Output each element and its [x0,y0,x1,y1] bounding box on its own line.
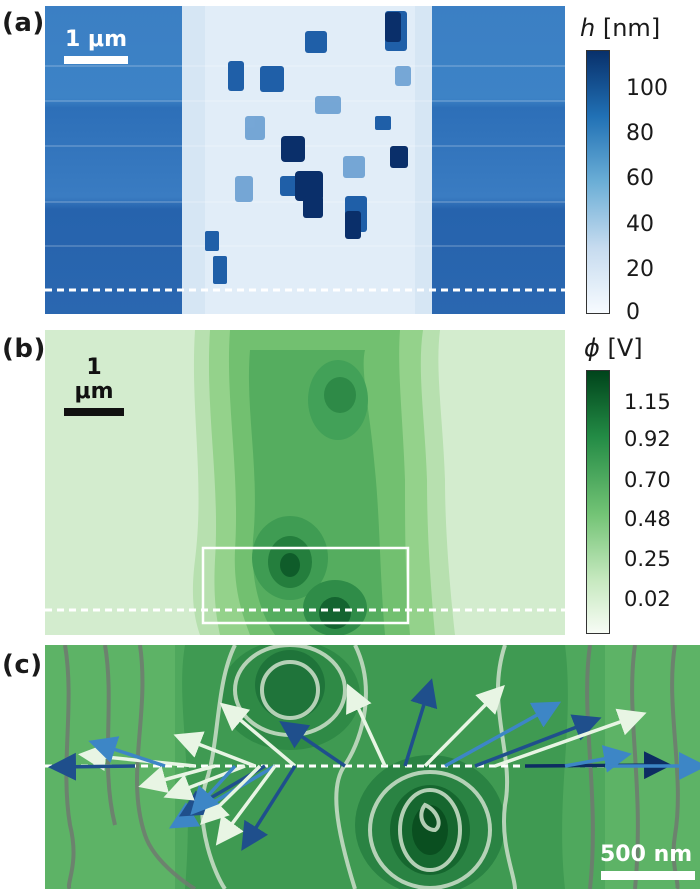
panel-b-scalebar-bar [64,408,124,416]
panel-b-colorbar-tick: 0.70 [624,468,671,492]
panel-a-scalebar-label: 1 μm [64,27,128,52]
panel-a-colorbar-tick: 60 [626,166,654,191]
panel-b-colorbar-tick: 0.25 [624,547,671,571]
panel-c-scalebar-label: 500 nm [600,842,693,867]
panel-a-colorbar-tick: 100 [626,76,668,101]
panel-b-colorbar-title: ϕ [V] [584,334,643,362]
panel-a-scalebar-bar [64,56,128,64]
panel-a-height-map [45,6,565,314]
panel-a-colorbar [586,50,610,314]
panel-b-colorbar-symbol: ϕ [584,334,600,362]
panel-b-colorbar-unit: [V] [607,334,643,362]
panel-a-colorbar-tick: 20 [626,257,654,282]
panel-a-colorbar-tick: 40 [626,212,654,237]
panel-c-field-map [45,645,700,889]
panel-b-colorbar-tick: 0.02 [624,587,671,611]
panel-b-scalebar: 1 μm [64,356,124,416]
panel-a-colorbar-title: h [nm] [580,14,660,42]
panel-b-colorbar-tick: 1.15 [624,390,671,414]
panel-c-label: (c) [2,650,43,680]
panel-b-colorbar [586,370,610,634]
panel-b-scalebar-label: 1 μm [74,355,114,404]
panel-b-colorbar-tick: 0.92 [624,427,671,451]
panel-b-colorbar-tick: 0.48 [624,507,671,531]
panel-a-colorbar-unit: [nm] [602,14,661,42]
panel-a-label: (a) [2,8,45,38]
panel-a-colorbar-symbol: h [580,14,596,42]
panel-a-colorbar-tick: 80 [626,121,654,146]
panel-a-scalebar: 1 μm [64,28,128,64]
panel-b-label: (b) [2,334,46,364]
panel-b-potential-map [45,330,565,635]
panel-a-colorbar-tick: 0 [626,300,640,325]
